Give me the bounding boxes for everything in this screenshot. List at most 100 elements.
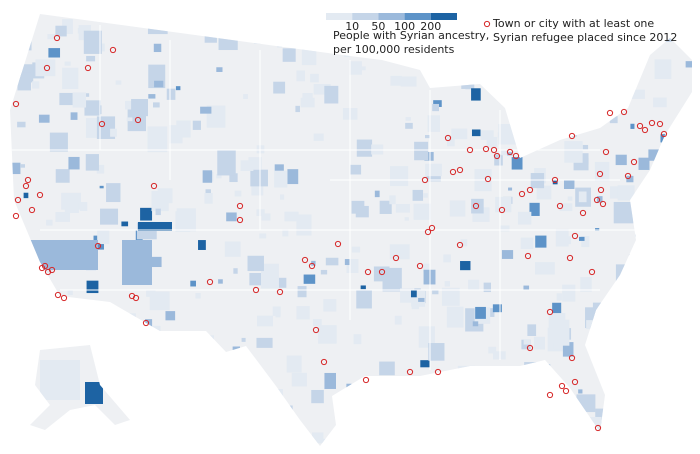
county (64, 61, 71, 66)
refugee-town (493, 152, 501, 160)
county (279, 194, 285, 200)
county (497, 436, 508, 446)
county (286, 355, 302, 373)
county (63, 306, 69, 311)
county (498, 124, 519, 145)
county (561, 117, 570, 127)
county (404, 217, 409, 221)
county (265, 403, 280, 420)
county (646, 299, 658, 314)
refugee-label: Syrian refugee placed since 2012 (493, 31, 677, 44)
county (609, 116, 618, 124)
refugee-town (14, 196, 22, 204)
county (134, 385, 150, 395)
refugee-town (94, 242, 102, 250)
refugee-town (579, 209, 587, 217)
refugee-label: Town or city with at least one (492, 17, 654, 30)
county (131, 98, 149, 117)
county (653, 222, 670, 235)
refugee-town (568, 354, 576, 362)
county (152, 404, 158, 409)
refugee-town (498, 206, 506, 214)
county (133, 405, 151, 423)
refugee-town (424, 228, 432, 236)
county (295, 105, 300, 113)
county (218, 27, 238, 51)
refugee-town (593, 196, 601, 204)
county (654, 59, 672, 80)
county (233, 268, 238, 274)
county (360, 285, 366, 290)
county (564, 141, 583, 163)
refugee-town (54, 291, 62, 299)
county (313, 133, 324, 141)
county (613, 201, 634, 224)
county (224, 241, 241, 257)
refugee-town (472, 202, 480, 210)
county (658, 343, 671, 356)
county (25, 352, 37, 367)
county (491, 48, 504, 66)
refugee-town (142, 319, 150, 327)
county (324, 372, 337, 389)
county (461, 80, 475, 89)
county (483, 414, 501, 435)
county (456, 370, 468, 380)
county (47, 34, 56, 40)
county (433, 100, 442, 107)
county (685, 61, 692, 68)
county (456, 373, 467, 380)
county (675, 321, 682, 326)
county (648, 149, 660, 161)
county (148, 94, 156, 99)
refugee-town (571, 232, 579, 240)
county (142, 18, 154, 26)
county (48, 48, 61, 58)
county (472, 321, 479, 327)
county (524, 362, 538, 372)
county (302, 92, 313, 107)
county (556, 293, 562, 301)
refugee-town (558, 382, 566, 390)
county (617, 185, 635, 201)
county (121, 313, 136, 324)
county (200, 106, 212, 114)
county (501, 250, 514, 259)
county (20, 164, 26, 168)
county (141, 361, 155, 379)
county (673, 192, 679, 198)
county (62, 19, 73, 35)
refugee-town (276, 288, 284, 296)
county (446, 135, 455, 147)
county (494, 154, 503, 166)
county (443, 254, 451, 263)
county (626, 175, 634, 183)
county (562, 117, 577, 137)
county (418, 297, 425, 302)
county (370, 419, 378, 429)
refugee-town (84, 64, 92, 72)
county (559, 203, 573, 212)
county (579, 236, 585, 241)
refugee-town (660, 130, 668, 138)
county (488, 346, 497, 354)
county (524, 368, 531, 372)
county (599, 309, 608, 315)
refugee-town (506, 148, 514, 156)
county (296, 214, 312, 236)
county (72, 92, 87, 108)
county (475, 306, 486, 319)
county (541, 61, 546, 65)
county (272, 306, 281, 316)
county (35, 59, 56, 77)
county (648, 285, 659, 300)
county (205, 189, 211, 196)
county (10, 239, 20, 246)
county (155, 208, 161, 216)
refugee-town (482, 145, 490, 153)
county (389, 166, 409, 187)
county (594, 161, 610, 182)
county (520, 237, 534, 250)
alaska-shading (40, 360, 103, 404)
